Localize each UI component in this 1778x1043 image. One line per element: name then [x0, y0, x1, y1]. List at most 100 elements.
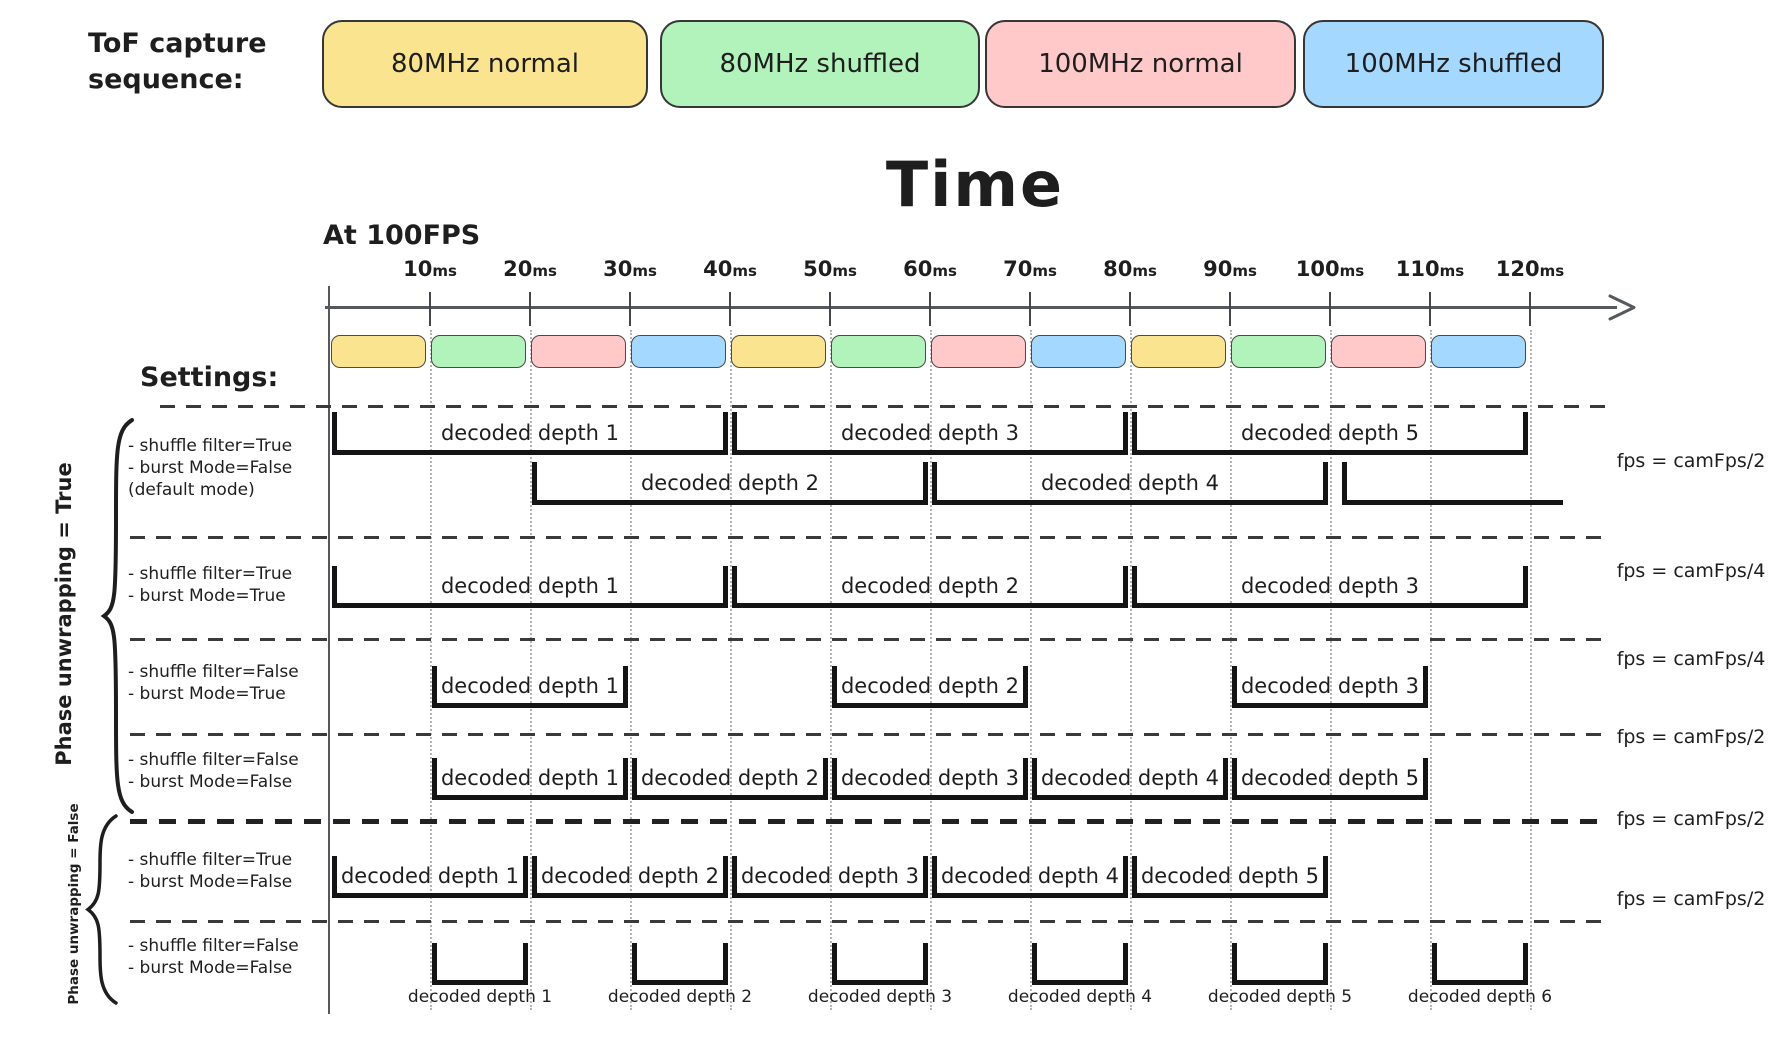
decoded-depth-bracket: decoded depth 5 — [1132, 412, 1528, 455]
decoded-depth-label: decoded depth 2 — [540, 864, 720, 888]
decoded-depth-label: decoded depth 3 — [807, 987, 953, 1007]
row-settings-text: - shuffle filter=True - burst Mode=False… — [128, 436, 293, 500]
row-settings-text: - shuffle filter=False - burst Mode=True — [128, 662, 299, 704]
decoded-depth-bracket: decoded depth 5 — [1132, 856, 1328, 898]
gridline — [1030, 330, 1032, 1010]
decoded-depth-bracket: decoded depth 3 — [1232, 666, 1428, 708]
decoded-depth-label: decoded depth 2 — [640, 471, 820, 495]
decoded-depth-bracket: decoded depth 4 — [932, 462, 1328, 505]
decoded-depth-bracket: decoded depth 3 — [732, 856, 928, 898]
legend-item: 100MHz normal — [985, 20, 1296, 108]
row-separator — [130, 638, 1605, 641]
legend-item: 80MHz normal — [322, 20, 648, 108]
legend-item-label: 80MHz shuffled — [719, 49, 921, 79]
decoded-depth-bracket: decoded depth 3 — [1132, 566, 1528, 608]
time-axis-title: Time — [885, 148, 1065, 221]
axis-tick — [1029, 292, 1031, 326]
decoded-depth-bracket: decoded depth 4 — [1032, 758, 1228, 800]
axis-tick-label: 110ms — [1395, 257, 1465, 281]
decoded-depth-bracket: decoded depth 4 — [1008, 943, 1152, 1007]
gridline — [630, 330, 632, 1010]
decoded-depth-label: decoded depth 2 — [607, 987, 753, 1007]
decoded-depth-bracket: decoded depth 1 — [332, 566, 728, 608]
decoded-depth-label: decoded depth 2 — [840, 574, 1020, 598]
decoded-depth-bracket: decoded depth 2 — [608, 943, 752, 1007]
group-boundary-separator — [130, 819, 1605, 824]
sequence-capture-box — [1031, 335, 1126, 368]
gridline — [1130, 330, 1132, 1010]
axis-origin-line — [328, 286, 330, 1014]
legend-item: 100MHz shuffled — [1303, 20, 1604, 108]
sequence-capture-box — [731, 335, 826, 368]
decoded-depth-label: decoded depth 5 — [1207, 987, 1353, 1007]
axis-tick-label: 90ms — [1203, 257, 1257, 281]
decoded-depth-label: decoded depth 1 — [440, 574, 620, 598]
decoded-depth-label: decoded depth 4 — [940, 864, 1120, 888]
axis-tick-label: 20ms — [503, 257, 557, 281]
decoded-depth-bracket: decoded depth 2 — [532, 462, 928, 505]
row-separator — [130, 733, 1605, 736]
row-fps-label: fps = camFps/2 — [1616, 888, 1766, 910]
row-separator — [160, 405, 1605, 408]
settings-heading: Settings: — [140, 362, 279, 393]
decoded-depth-bracket: decoded depth 4 — [932, 856, 1128, 898]
axis-tick — [729, 292, 731, 326]
decoded-depth-label: decoded depth 2 — [640, 766, 820, 790]
gridline — [1530, 330, 1532, 1010]
decoded-depth-label: decoded depth 6 — [1407, 987, 1553, 1007]
row-separator — [130, 536, 1605, 539]
decoded-depth-label: decoded depth 2 — [840, 674, 1020, 698]
decoded-depth-bracket: decoded depth 3 — [808, 943, 952, 1007]
axis-tick-label: 120ms — [1495, 257, 1565, 281]
axis-tick-label: 80ms — [1103, 257, 1157, 281]
gridline — [730, 330, 732, 1010]
decoded-depth-label: decoded depth 4 — [1040, 471, 1220, 495]
decoded-depth-bracket: decoded depth 2 — [532, 856, 728, 898]
row-fps-label: fps = camFps/2 — [1616, 808, 1766, 830]
axis-tick-label: 70ms — [1003, 257, 1057, 281]
sequence-capture-box — [931, 335, 1026, 368]
axis-tick-label: 40ms — [703, 257, 757, 281]
row-fps-label: fps = camFps/4 — [1616, 648, 1766, 670]
sequence-capture-box — [1131, 335, 1226, 368]
gridline — [830, 330, 832, 1010]
decoded-depth-label: decoded depth 5 — [1240, 421, 1420, 445]
decoded-depth-bracket: decoded depth 1 — [408, 943, 552, 1007]
decoded-depth-bracket: decoded depth 1 — [332, 856, 528, 898]
decoded-depth-bracket: decoded depth 3 — [832, 758, 1028, 800]
decoded-depth-bracket: decoded depth 1 — [432, 666, 628, 708]
row-settings-text: - shuffle filter=False - burst Mode=Fals… — [128, 750, 299, 792]
axis-tick-label: 50ms — [803, 257, 857, 281]
axis-tick — [1429, 292, 1431, 326]
sequence-capture-box — [431, 335, 526, 368]
decoded-depth-bracket: decoded depth 2 — [732, 566, 1128, 608]
decoded-depth-bracket: decoded depth 2 — [832, 666, 1028, 708]
legend-item-label: 100MHz normal — [1038, 49, 1243, 79]
row-fps-label: fps = camFps/4 — [1616, 560, 1766, 582]
axis-tick-label: 100ms — [1295, 257, 1365, 281]
legend-item-label: 80MHz normal — [390, 49, 580, 79]
sequence-capture-box — [1431, 335, 1526, 368]
axis-tick — [1229, 292, 1231, 326]
brace-phase-false — [85, 814, 118, 1005]
row-settings-text: - shuffle filter=True - burst Mode=False — [128, 850, 293, 892]
decoded-depth-label: decoded depth 4 — [1007, 987, 1153, 1007]
axis-tick-label: 60ms — [903, 257, 957, 281]
phase-unwrapping-label: Phase unwrapping = False — [66, 803, 82, 1005]
sequence-capture-box — [331, 335, 426, 368]
gridline — [1230, 330, 1232, 1010]
sequence-capture-box — [831, 335, 926, 368]
decoded-depth-label: decoded depth 1 — [440, 766, 620, 790]
axis-tick — [429, 292, 431, 326]
decoded-depth-label: decoded depth 3 — [1240, 574, 1420, 598]
axis-tick — [1529, 292, 1531, 326]
phase-unwrapping-label: Phase unwrapping = True — [52, 462, 76, 766]
decoded-depth-label: decoded depth 4 — [1040, 766, 1220, 790]
sequence-capture-box — [631, 335, 726, 368]
axis-tick — [1329, 292, 1331, 326]
axis-tick-label: 30ms — [603, 257, 657, 281]
decoded-depth-bracket: decoded depth 5 — [1208, 943, 1352, 1007]
decoded-depth-label: decoded depth 3 — [840, 766, 1020, 790]
row-fps-label: fps = camFps/2 — [1616, 726, 1766, 748]
decoded-depth-label: decoded depth 5 — [1140, 864, 1320, 888]
